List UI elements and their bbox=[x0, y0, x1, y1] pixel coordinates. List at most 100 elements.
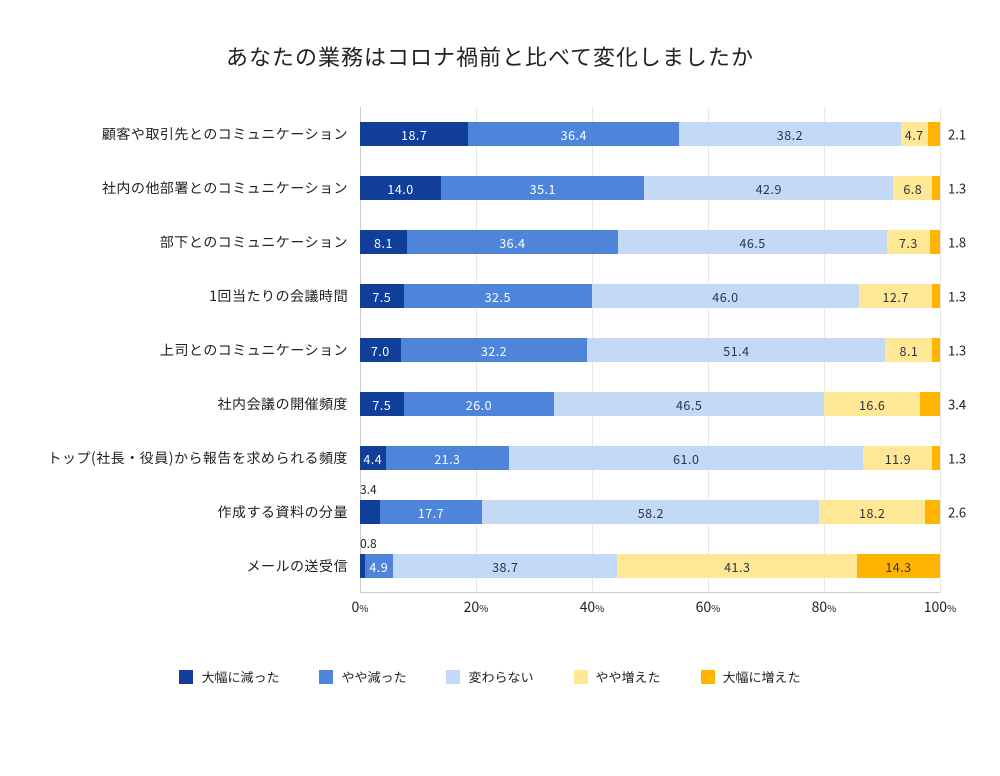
bar-segment: 42.9 bbox=[644, 176, 893, 200]
y-axis-label: 社内会議の開催頻度 bbox=[40, 377, 360, 431]
bar-stack: 4.938.741.314.3 bbox=[360, 554, 940, 578]
bar-end-label: 1.3 bbox=[948, 179, 966, 198]
bar-segment: 7.5 bbox=[360, 284, 404, 308]
bar-segment bbox=[928, 122, 940, 146]
bar-segment: 4.9 bbox=[365, 554, 393, 578]
bar-segment bbox=[932, 338, 940, 362]
x-axis: 0%20%40%60%80%100% bbox=[360, 597, 940, 627]
bar-row: 14.035.142.96.81.3 bbox=[360, 161, 940, 215]
bar-stack: 7.526.046.516.63.4 bbox=[360, 392, 940, 416]
bar-segment: 21.3 bbox=[386, 446, 510, 470]
bar-above-label: 0.8 bbox=[360, 535, 377, 552]
legend: 大幅に減った やや減った 変わらない やや増えた 大幅に増えた bbox=[40, 667, 940, 686]
bar-segment: 26.0 bbox=[404, 392, 555, 416]
bar-end-label: 1.3 bbox=[948, 287, 966, 306]
chart-container: あなたの業務はコロナ禍前と比べて変化しましたか 顧客や取引先とのコミュニケーショ… bbox=[0, 0, 1000, 776]
bar-segment: 17.7 bbox=[380, 500, 483, 524]
bar-stack: 8.136.446.57.31.8 bbox=[360, 230, 940, 254]
bar-row: 7.526.046.516.63.4 bbox=[360, 377, 940, 431]
bar-end-label: 1.8 bbox=[948, 233, 966, 252]
bar-segment bbox=[360, 500, 380, 524]
y-axis-label: 部下とのコミュニケーション bbox=[40, 215, 360, 269]
y-axis-label: 社内の他部署とのコミュニケーション bbox=[40, 161, 360, 215]
bar-row: 4.421.361.011.91.3 bbox=[360, 431, 940, 485]
legend-label: やや増えた bbox=[596, 667, 661, 686]
bar-stack: 17.758.218.22.6 bbox=[360, 500, 940, 524]
bar-end-label: 2.1 bbox=[948, 125, 966, 144]
bar-segment: 46.0 bbox=[592, 284, 859, 308]
bar-segment: 8.1 bbox=[885, 338, 932, 362]
bar-above-label: 3.4 bbox=[360, 481, 377, 498]
legend-swatch bbox=[701, 670, 715, 684]
y-axis-label: メールの送受信 bbox=[40, 539, 360, 593]
bar-segment: 36.4 bbox=[407, 230, 618, 254]
bar-segment: 36.4 bbox=[468, 122, 679, 146]
bar-stack: 7.032.251.48.11.3 bbox=[360, 338, 940, 362]
bar-segment bbox=[932, 176, 940, 200]
legend-item: やや増えた bbox=[574, 667, 661, 686]
legend-swatch bbox=[574, 670, 588, 684]
bar-segment: 16.6 bbox=[824, 392, 920, 416]
chart-title: あなたの業務はコロナ禍前と比べて変化しましたか bbox=[40, 40, 940, 72]
bar-segment: 18.2 bbox=[819, 500, 924, 524]
legend-swatch bbox=[179, 670, 193, 684]
bar-segment: 51.4 bbox=[587, 338, 885, 362]
bar-segment bbox=[932, 284, 940, 308]
bar-segment: 38.7 bbox=[393, 554, 617, 578]
bar-row: 7.532.546.012.71.3 bbox=[360, 269, 940, 323]
y-axis-label: 作成する資料の分量 bbox=[40, 485, 360, 539]
bar-segment bbox=[932, 446, 940, 470]
bar-segment: 32.2 bbox=[401, 338, 588, 362]
bar-stack: 14.035.142.96.81.3 bbox=[360, 176, 940, 200]
bar-row: 7.032.251.48.11.3 bbox=[360, 323, 940, 377]
y-axis-labels: 顧客や取引先とのコミュニケーション社内の他部署とのコミュニケーション部下とのコミ… bbox=[40, 107, 360, 593]
bar-row: 18.736.438.24.72.1 bbox=[360, 107, 940, 161]
bar-segment: 6.8 bbox=[893, 176, 932, 200]
bar-segment: 7.3 bbox=[887, 230, 929, 254]
bar-row: 0.84.938.741.314.3 bbox=[360, 539, 940, 593]
legend-item: やや減った bbox=[319, 667, 406, 686]
bar-segment: 41.3 bbox=[617, 554, 857, 578]
bar-end-label: 1.3 bbox=[948, 449, 966, 468]
x-axis-tick: 40% bbox=[580, 597, 605, 617]
bar-segment: 46.5 bbox=[554, 392, 824, 416]
bar-segment bbox=[930, 230, 940, 254]
legend-item: 大幅に減った bbox=[179, 667, 279, 686]
legend-label: 大幅に減った bbox=[201, 667, 279, 686]
bar-segment: 8.1 bbox=[360, 230, 407, 254]
y-axis-label: 顧客や取引先とのコミュニケーション bbox=[40, 107, 360, 161]
bar-segment: 46.5 bbox=[618, 230, 887, 254]
bar-segment: 11.9 bbox=[863, 446, 932, 470]
bar-segment: 35.1 bbox=[441, 176, 644, 200]
legend-item: 大幅に増えた bbox=[701, 667, 801, 686]
bar-segment bbox=[925, 500, 940, 524]
x-axis-tick: 20% bbox=[464, 597, 489, 617]
bar-segment: 61.0 bbox=[509, 446, 863, 470]
plot-area: 顧客や取引先とのコミュニケーション社内の他部署とのコミュニケーション部下とのコミ… bbox=[40, 107, 940, 593]
bar-end-label: 2.6 bbox=[948, 503, 966, 522]
legend-item: 変わらない bbox=[446, 667, 533, 686]
legend-swatch bbox=[319, 670, 333, 684]
gridline bbox=[940, 107, 941, 593]
bars-area: 18.736.438.24.72.114.035.142.96.81.38.13… bbox=[360, 107, 940, 593]
bar-segment: 14.3 bbox=[857, 554, 940, 578]
bar-segment: 14.0 bbox=[360, 176, 441, 200]
legend-label: 大幅に増えた bbox=[723, 667, 801, 686]
bar-segment: 4.4 bbox=[360, 446, 386, 470]
bar-row: 8.136.446.57.31.8 bbox=[360, 215, 940, 269]
bar-segment: 7.5 bbox=[360, 392, 404, 416]
bar-segment: 18.7 bbox=[360, 122, 468, 146]
x-axis-tick: 80% bbox=[812, 597, 837, 617]
bar-segment: 12.7 bbox=[859, 284, 933, 308]
bar-segment bbox=[920, 392, 940, 416]
legend-swatch bbox=[446, 670, 460, 684]
bar-stack: 4.421.361.011.91.3 bbox=[360, 446, 940, 470]
bar-end-label: 3.4 bbox=[948, 395, 966, 414]
y-axis-label: 上司とのコミュニケーション bbox=[40, 323, 360, 377]
bar-segment: 32.5 bbox=[404, 284, 593, 308]
bar-segment: 58.2 bbox=[482, 500, 819, 524]
x-axis-tick: 0% bbox=[352, 597, 369, 617]
bar-stack: 7.532.546.012.71.3 bbox=[360, 284, 940, 308]
bar-segment: 4.7 bbox=[901, 122, 928, 146]
bar-segment: 7.0 bbox=[360, 338, 401, 362]
